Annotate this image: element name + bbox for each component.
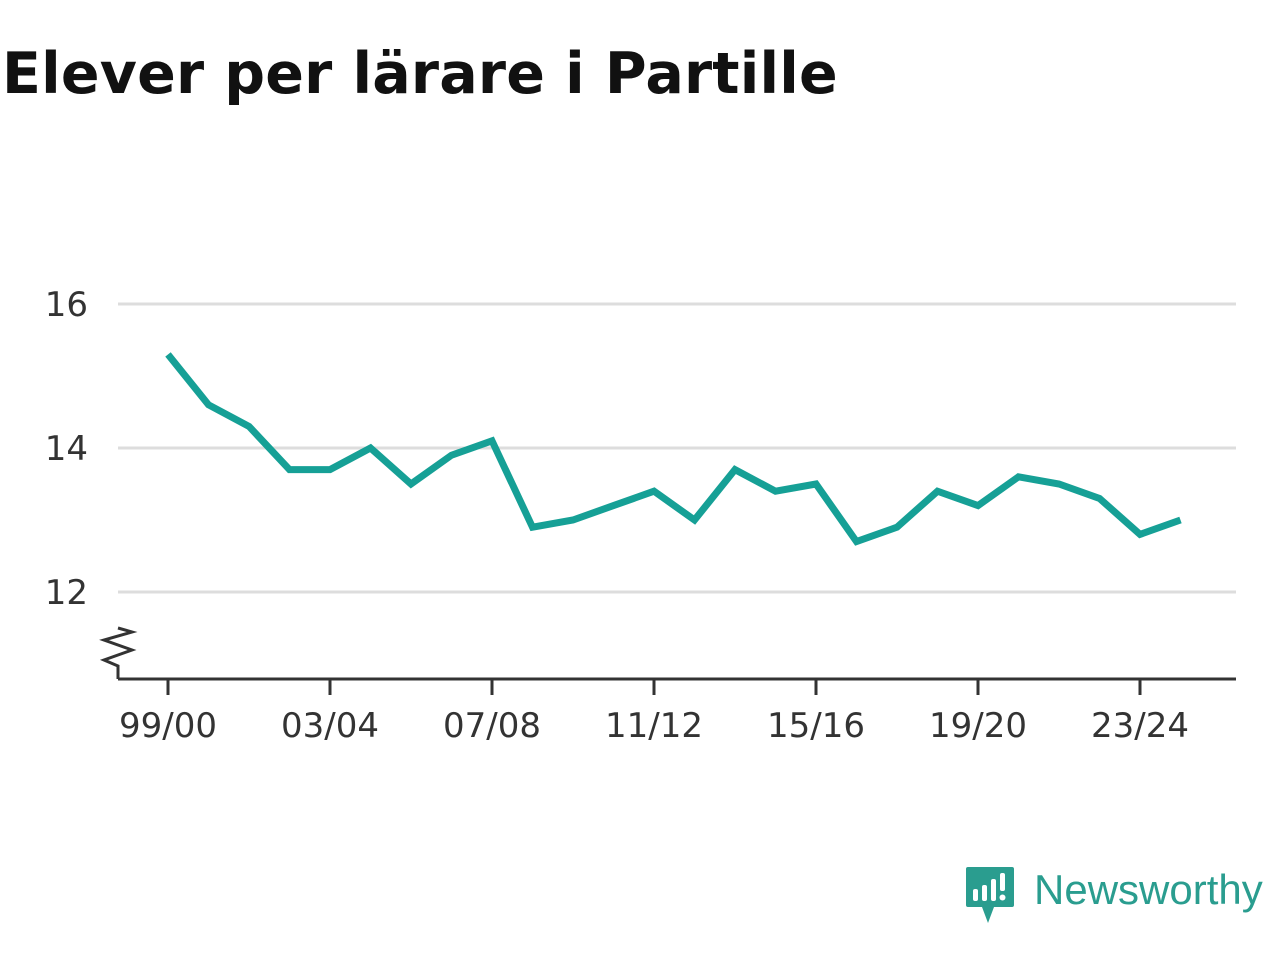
series — [165, 352, 1182, 546]
brand-name: Newsworthy — [1034, 866, 1263, 913]
x-tick-label-15-16: 15/16 — [767, 706, 865, 746]
brand-logo: Newsworthy — [964, 864, 1263, 928]
x-tick-label-23-24: 23/24 — [1091, 706, 1189, 746]
x-tick-label-03-04: 03/04 — [281, 706, 379, 746]
y-tick-label-16: 16 — [45, 285, 88, 325]
x-tick-label-99-00: 99/00 — [119, 706, 217, 746]
series-line-0 — [165, 352, 1182, 546]
x-tick-label-07-08: 07/08 — [443, 706, 541, 746]
x-axis-ticks: 99/00 03/04 07/08 11/12 15/16 19/20 23/24 — [119, 679, 1189, 746]
y-tick-label-14: 14 — [45, 429, 88, 469]
x-tick-label-11-12: 11/12 — [605, 706, 703, 746]
y-tick-label-12: 12 — [45, 573, 88, 613]
y-axis-break — [99, 626, 138, 679]
newsworthy-logo-icon — [966, 867, 1014, 923]
chart-title: Elever per lärare i Partille — [2, 41, 838, 107]
x-tick-label-19-20: 19/20 — [929, 706, 1027, 746]
axes — [99, 626, 1236, 681]
gridlines — [118, 302, 1236, 594]
y-axis-ticks: 12 14 16 — [45, 285, 88, 613]
